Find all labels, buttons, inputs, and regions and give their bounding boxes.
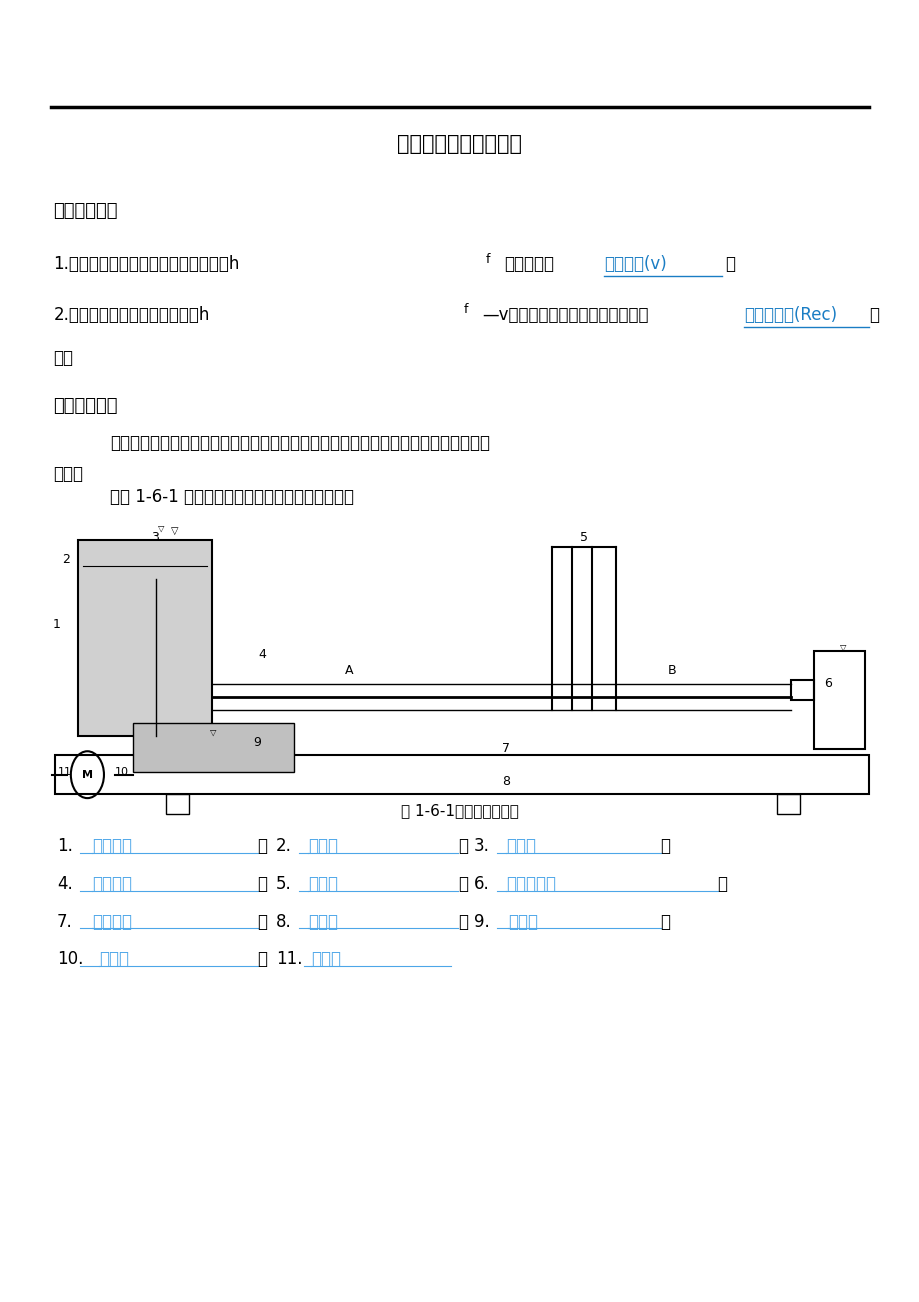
Text: 进水管: 进水管 bbox=[308, 837, 338, 855]
Text: 二、实验装置: 二、实验装置 bbox=[53, 397, 118, 415]
Text: 蓄水筱: 蓄水筱 bbox=[507, 913, 538, 931]
Text: 一、实验目的: 一、实验目的 bbox=[53, 202, 118, 220]
Text: M: M bbox=[82, 769, 93, 780]
Text: ；: ； bbox=[257, 913, 267, 931]
Text: ；: ； bbox=[458, 875, 468, 893]
Text: 6: 6 bbox=[823, 677, 831, 690]
Text: 实验台: 实验台 bbox=[308, 913, 338, 931]
Text: 压差计: 压差计 bbox=[308, 875, 338, 893]
Bar bbox=[165, 794, 188, 814]
Text: 抓水泵: 抓水泵 bbox=[99, 950, 130, 969]
Text: 实验六、流动状态实验: 实验六、流动状态实验 bbox=[397, 134, 522, 154]
Text: 6.: 6. bbox=[473, 875, 489, 893]
Text: B: B bbox=[666, 664, 675, 677]
Bar bbox=[55, 755, 868, 794]
Text: ；: ； bbox=[458, 913, 468, 931]
Text: 4: 4 bbox=[258, 648, 266, 661]
Text: ；: ； bbox=[660, 913, 670, 931]
Text: 在图 1-6-1 横线上正确填写实验装置各部分的名称: 在图 1-6-1 横线上正确填写实验装置各部分的名称 bbox=[110, 488, 354, 506]
Text: 温表。: 温表。 bbox=[53, 465, 84, 483]
Text: 10.: 10. bbox=[57, 950, 84, 969]
Text: ▽: ▽ bbox=[838, 643, 845, 651]
Text: 1.: 1. bbox=[57, 837, 73, 855]
Text: 平均流速(v): 平均流速(v) bbox=[604, 255, 666, 273]
Text: 值。: 值。 bbox=[53, 349, 74, 367]
Text: 8: 8 bbox=[502, 775, 509, 788]
Text: 临界雷诺数(Rec): 临界雷诺数(Rec) bbox=[743, 306, 836, 324]
Text: 4.: 4. bbox=[57, 875, 73, 893]
Text: f: f bbox=[485, 253, 489, 266]
Text: 2.: 2. bbox=[276, 837, 291, 855]
Text: 图 1-6-1　流态实验装置: 图 1-6-1 流态实验装置 bbox=[401, 803, 518, 819]
Text: 回流管线: 回流管线 bbox=[92, 913, 131, 931]
Bar bbox=[790, 680, 813, 700]
Text: ；: ； bbox=[660, 837, 670, 855]
Text: —v）曲线图，找出下临界点并计算: —v）曲线图，找出下临界点并计算 bbox=[482, 306, 648, 324]
Text: 稳压水筱: 稳压水筱 bbox=[92, 837, 131, 855]
Bar bbox=[777, 794, 800, 814]
Text: ▽: ▽ bbox=[157, 525, 165, 533]
Text: 3: 3 bbox=[151, 531, 158, 544]
Bar bbox=[133, 723, 294, 772]
Text: ；: ； bbox=[724, 255, 734, 273]
Text: ▽: ▽ bbox=[171, 526, 178, 536]
Text: 7: 7 bbox=[502, 742, 509, 755]
Text: 8.: 8. bbox=[276, 913, 291, 931]
Text: 5.: 5. bbox=[276, 875, 291, 893]
Text: ；: ； bbox=[458, 837, 468, 855]
Text: 11: 11 bbox=[57, 767, 72, 777]
Text: 出水管: 出水管 bbox=[311, 950, 341, 969]
Text: 5: 5 bbox=[580, 531, 587, 544]
Text: 3.: 3. bbox=[473, 837, 489, 855]
Text: 1.　测定液体运动时的沿程水头损失（h: 1. 测定液体运动时的沿程水头损失（h bbox=[53, 255, 240, 273]
Bar bbox=[78, 540, 211, 736]
Text: 11.: 11. bbox=[276, 950, 302, 969]
Bar bbox=[813, 651, 864, 749]
Text: 10: 10 bbox=[114, 767, 129, 777]
Text: 1: 1 bbox=[53, 618, 61, 631]
Text: 溢流管: 溢流管 bbox=[505, 837, 536, 855]
Text: 2.　在双对数坐标上绘制流态（h: 2. 在双对数坐标上绘制流态（h bbox=[53, 306, 210, 324]
Text: ；: ； bbox=[257, 837, 267, 855]
Text: 9.: 9. bbox=[473, 913, 489, 931]
Text: ；: ； bbox=[257, 875, 267, 893]
Text: 7.: 7. bbox=[57, 913, 73, 931]
Text: 实验管路: 实验管路 bbox=[92, 875, 131, 893]
Text: ▽: ▽ bbox=[210, 728, 217, 736]
Text: 2: 2 bbox=[62, 553, 70, 566]
Text: ；: ； bbox=[257, 950, 267, 969]
Text: 的: 的 bbox=[868, 306, 879, 324]
Text: ；: ； bbox=[717, 875, 727, 893]
Text: 9: 9 bbox=[254, 736, 261, 749]
Text: 流量调压阀: 流量调压阀 bbox=[505, 875, 555, 893]
Text: ）及断面的: ）及断面的 bbox=[504, 255, 553, 273]
Text: f: f bbox=[463, 303, 468, 316]
Text: A: A bbox=[345, 664, 354, 677]
Text: 本室验的装置如图所示。本实验所用的设备有流态实验装置、量筒、秒表、温度计及粘: 本室验的装置如图所示。本实验所用的设备有流态实验装置、量筒、秒表、温度计及粘 bbox=[110, 434, 490, 452]
